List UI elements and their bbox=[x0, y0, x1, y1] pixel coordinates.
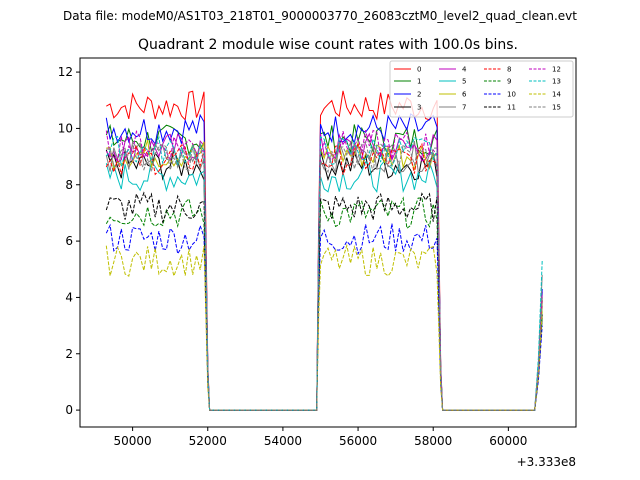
legend-label-8: 8 bbox=[507, 66, 511, 74]
series-line-15 bbox=[106, 140, 543, 411]
series-line-11 bbox=[105, 191, 543, 411]
legend-label-3: 3 bbox=[417, 104, 421, 112]
chart-suptitle: Data file: modeM0/AS1T03_218T01_90000037… bbox=[63, 9, 577, 23]
y-tick-label: 12 bbox=[58, 65, 73, 79]
x-tick-label: 56000 bbox=[339, 434, 377, 448]
y-tick-label: 2 bbox=[65, 347, 73, 361]
legend-label-12: 12 bbox=[552, 66, 561, 74]
series-line-12 bbox=[105, 129, 543, 411]
legend-label-5: 5 bbox=[462, 78, 466, 86]
series-line-9 bbox=[105, 196, 543, 411]
x-tick-label: 54000 bbox=[264, 434, 302, 448]
series-line-3 bbox=[105, 148, 543, 411]
chart-title: Quadrant 2 module wise count rates with … bbox=[138, 37, 518, 53]
y-tick-label: 10 bbox=[58, 121, 73, 135]
x-tick-label: 50000 bbox=[114, 434, 152, 448]
legend-label-13: 13 bbox=[552, 78, 561, 86]
x-tick-label: 52000 bbox=[189, 434, 227, 448]
x-tick-label: 58000 bbox=[414, 434, 452, 448]
legend-label-9: 9 bbox=[507, 78, 511, 86]
legend-label-11: 11 bbox=[507, 104, 516, 112]
legend-label-1: 1 bbox=[417, 78, 421, 86]
y-axis-ticks: 0 2 4 6 8 10 12 bbox=[58, 65, 80, 417]
legend-label-15: 15 bbox=[552, 104, 561, 112]
series-line-13 bbox=[105, 135, 543, 411]
legend-label-14: 14 bbox=[552, 91, 561, 99]
legend-label-2: 2 bbox=[417, 91, 421, 99]
series-line-14 bbox=[105, 243, 543, 411]
legend-label-0: 0 bbox=[417, 66, 421, 74]
series-line-6 bbox=[106, 139, 543, 411]
legend-label-6: 6 bbox=[462, 91, 467, 99]
x-offset-label: +3.333e8 bbox=[517, 455, 576, 469]
x-tick-label: 60000 bbox=[489, 434, 527, 448]
plot-frame bbox=[79, 57, 577, 428]
legend-label-7: 7 bbox=[462, 104, 466, 112]
legend-label-10: 10 bbox=[507, 91, 516, 99]
series-line-10 bbox=[105, 223, 543, 411]
y-tick-label: 6 bbox=[65, 234, 73, 248]
legend-frame bbox=[389, 60, 574, 118]
y-tick-label: 0 bbox=[65, 403, 73, 417]
legend-label-4: 4 bbox=[462, 66, 467, 74]
plot-lines bbox=[105, 90, 543, 411]
series-line-8 bbox=[105, 142, 543, 411]
y-tick-label: 8 bbox=[65, 178, 73, 192]
x-axis-ticks: 50000 52000 54000 56000 58000 60000 bbox=[114, 427, 527, 448]
series-line-5 bbox=[105, 160, 543, 411]
y-tick-label: 4 bbox=[65, 290, 73, 304]
